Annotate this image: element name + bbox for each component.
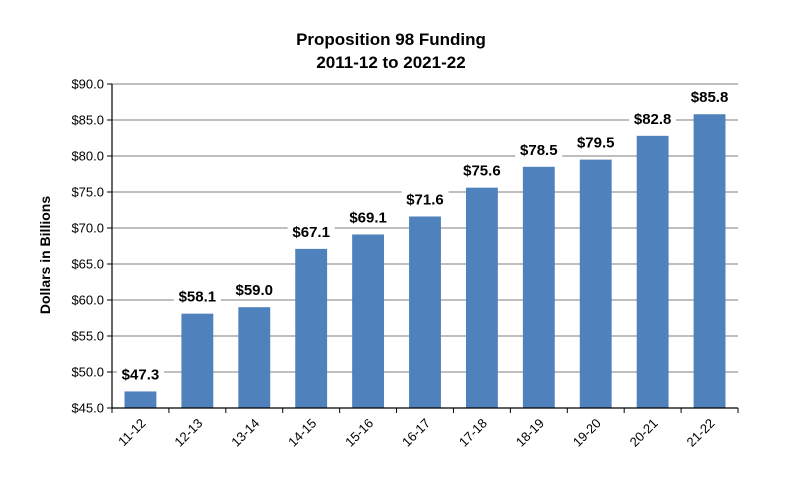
- y-tick-label: $55.0: [71, 329, 104, 344]
- x-tick-label: 17-18: [456, 416, 490, 450]
- x-tick-label: 13-14: [228, 416, 262, 450]
- data-label-background: [458, 161, 506, 180]
- data-label: $79.5: [577, 135, 615, 152]
- x-tick-label: 18-19: [513, 416, 547, 450]
- y-tick-label: $45.0: [71, 401, 104, 416]
- bar-11-12: [124, 391, 157, 408]
- bar-21-22: [693, 114, 726, 409]
- x-tick-label: 20-21: [627, 416, 661, 450]
- y-axis-label: Dollars in Billions: [37, 196, 53, 314]
- data-label: $59.0: [235, 282, 273, 299]
- y-tick-label: $60.0: [71, 293, 104, 308]
- y-axis-ticks: $45.0 $50.0 $55.0 $60.0 $65.0 $70.0 $75.0 $80.0…: [71, 77, 112, 416]
- data-label-background: [116, 365, 164, 384]
- bars: [124, 114, 726, 409]
- data-label: $78.5: [520, 142, 558, 159]
- data-label: $58.1: [179, 289, 217, 306]
- x-tick-label: 15-16: [342, 416, 376, 450]
- bar-12-13: [181, 313, 214, 408]
- y-tick-label: $85.0: [71, 113, 104, 128]
- data-label-background: [629, 109, 677, 128]
- bar-13-14: [238, 307, 271, 408]
- x-tick-label: 21-22: [684, 416, 718, 450]
- x-tick-label: 12-13: [171, 416, 205, 450]
- chart-subtitle: 2011-12 to 2021-22: [316, 53, 465, 72]
- x-axis-ticks: 11-12 12-13 13-14 14-15 15-16 16-17 17-18 18-19…: [111, 408, 739, 450]
- bar-15-16: [352, 234, 385, 408]
- data-label-background: [572, 133, 620, 152]
- y-tick-label: $80.0: [71, 149, 104, 164]
- data-label-background: [401, 190, 449, 209]
- data-label: $67.1: [292, 224, 330, 241]
- x-tick-label: 19-20: [570, 416, 604, 450]
- data-label-background: [173, 287, 221, 306]
- data-labels: $47.3 $58.1 $59.0 $67.1 $69.1 $71.6 $75.6 $78.5…: [116, 88, 734, 384]
- bar-19-20: [579, 159, 612, 408]
- data-label-background: [230, 281, 278, 300]
- x-tick-label: 11-12: [115, 416, 148, 449]
- axes: [111, 84, 738, 409]
- data-label: $69.1: [349, 209, 387, 226]
- data-label-background: [344, 208, 392, 227]
- bar-20-21: [636, 135, 669, 408]
- bar-17-18: [465, 187, 498, 408]
- bar-14-15: [295, 248, 328, 408]
- y-tick-label: $70.0: [71, 221, 104, 236]
- data-label: $75.6: [463, 163, 501, 180]
- data-label: $47.3: [122, 366, 160, 383]
- y-tick-label: $65.0: [71, 257, 104, 272]
- y-tick-label: $90.0: [71, 77, 104, 92]
- bar-18-19: [522, 166, 555, 408]
- x-tick-label: 16-17: [399, 416, 433, 450]
- data-label-background: [287, 222, 335, 241]
- data-label: $85.8: [691, 89, 729, 106]
- x-tick-label: 14-15: [285, 416, 319, 450]
- bar-16-17: [409, 216, 441, 408]
- y-tick-label: $50.0: [71, 365, 104, 380]
- data-label: $71.6: [406, 191, 444, 208]
- y-tick-label: $75.0: [71, 185, 104, 200]
- data-label-background: [515, 140, 563, 159]
- data-label-background: [686, 88, 734, 107]
- chart-title: Proposition 98 Funding: [296, 30, 486, 49]
- data-label: $82.8: [634, 111, 672, 128]
